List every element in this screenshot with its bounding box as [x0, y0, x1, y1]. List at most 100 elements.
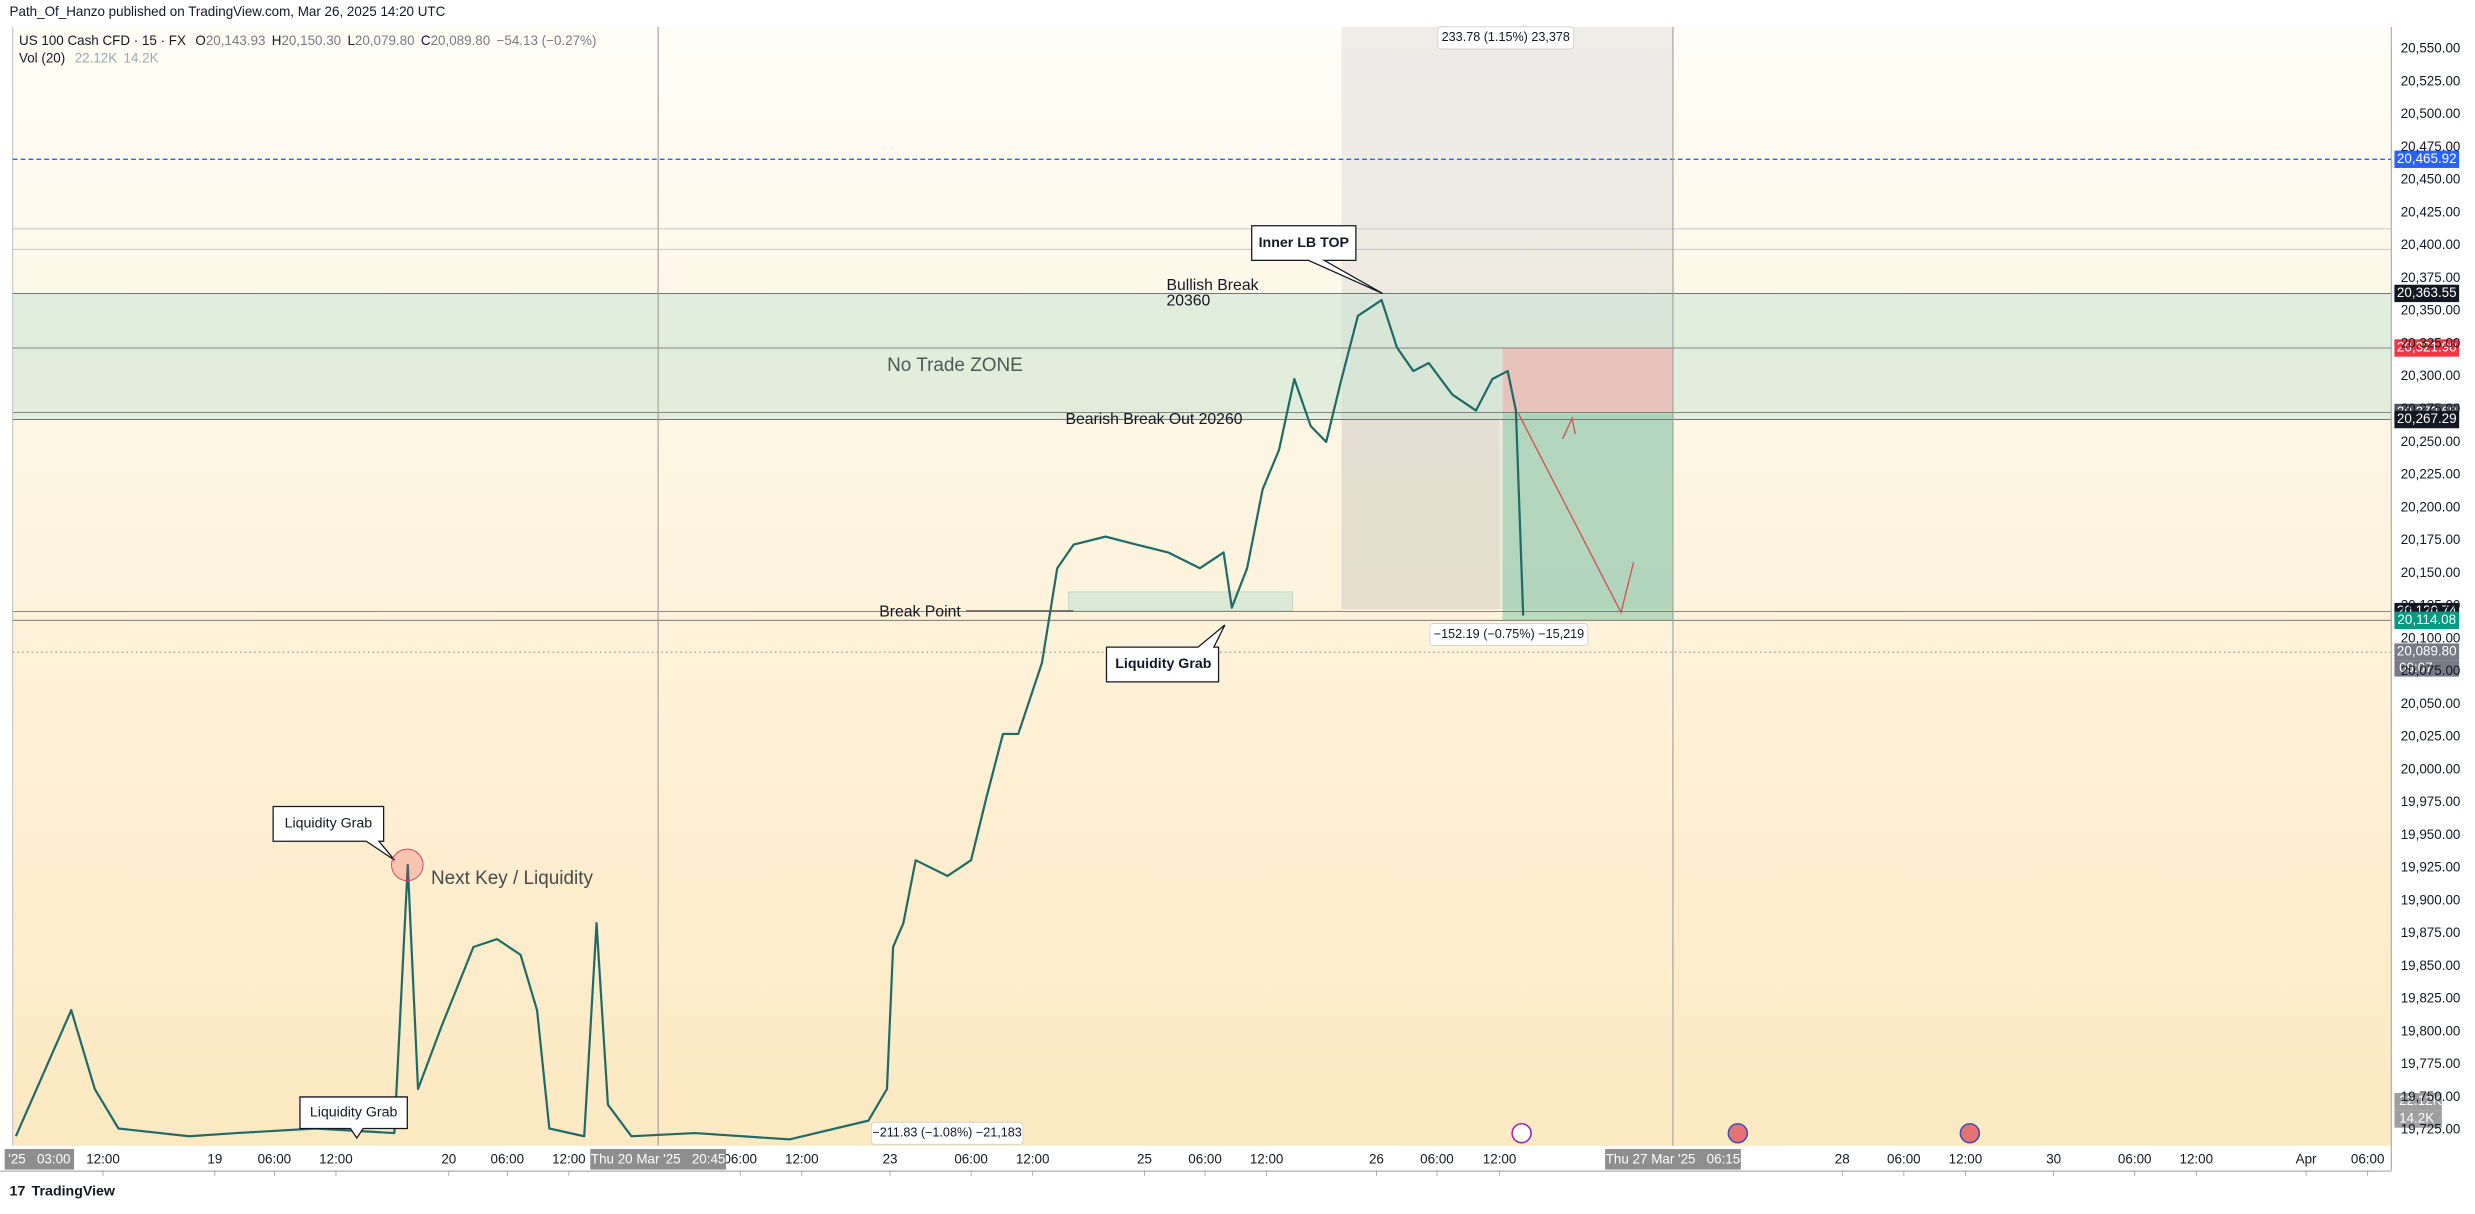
y-tick-label: 20,175.00	[2401, 532, 2461, 547]
x-tick-label: 12:00	[1250, 1152, 1284, 1167]
price-label-box	[2394, 150, 2460, 168]
callout	[1251, 225, 1384, 295]
marker-label: Thu 27 Mar '25 06:15	[1606, 1152, 1740, 1167]
y-tick-label: 20,025.00	[2401, 729, 2461, 744]
price-label: 20,089.80	[2397, 644, 2457, 659]
footer-logo: TradingView	[32, 1183, 116, 1199]
x-tick-label: 23	[883, 1152, 898, 1167]
y-tick-label: 19,875.00	[2401, 925, 2461, 940]
price-label: 20,267.29	[2397, 411, 2457, 426]
y-tick-label: 20,525.00	[2401, 73, 2461, 88]
y-tick-label: 20,375.00	[2401, 270, 2461, 285]
footer-bg	[0, 1171, 2475, 1209]
callout	[272, 805, 396, 861]
measure-box	[870, 1121, 1024, 1145]
low: 20,079.80	[355, 33, 415, 48]
marker-box	[4, 1149, 75, 1170]
x-tick-label: 12:00	[552, 1152, 586, 1167]
y-tick-label: 20,400.00	[2401, 237, 2461, 252]
vol-label: 14.2K	[2399, 1111, 2434, 1126]
logo-mark: 17	[10, 1183, 26, 1199]
price-label: 20,114.08	[2397, 612, 2456, 627]
x-tick-label: Apr	[2296, 1152, 2317, 1167]
x-tick-label: 06:00	[1420, 1152, 1454, 1167]
y-tick-label: 20,200.00	[2401, 499, 2461, 514]
y-tick-label: 19,800.00	[2401, 1023, 2461, 1038]
next-key: Next Key / Liquidity	[431, 868, 594, 889]
x-tick-label: 06:00	[723, 1152, 757, 1167]
range-box	[1341, 413, 1500, 610]
x-tick-label: 06:00	[2351, 1152, 2385, 1167]
y-tick-label: 20,050.00	[2401, 696, 2461, 711]
x-tick-label: 06:00	[1887, 1152, 1921, 1167]
callout	[299, 1096, 408, 1140]
vol-label-box	[2394, 1110, 2442, 1128]
x-tick-label: 12:00	[319, 1152, 353, 1167]
y-tick-label: 19,750.00	[2401, 1089, 2461, 1104]
countdown: 09:07	[2399, 660, 2433, 675]
price-label: 20,363.55	[2397, 285, 2457, 300]
y-tick-label: 19,850.00	[2401, 958, 2461, 973]
liquidity-grab: Liquidity Grab	[310, 1104, 398, 1120]
h: H	[272, 33, 282, 48]
y-tick-label: 20,450.00	[2401, 172, 2461, 187]
x-tick-label: 30	[2046, 1152, 2061, 1167]
event-icon[interactable]	[1511, 1122, 1532, 1144]
price-label-box	[2394, 339, 2460, 357]
y-tick-label: 20,550.00	[2401, 41, 2461, 56]
target-zone	[1502, 412, 1674, 621]
countdown-box	[2394, 660, 2460, 677]
price-label: 20,321.90	[2397, 340, 2457, 355]
y-tick-label: 20,100.00	[2401, 630, 2461, 645]
x-tick-label: 28	[1835, 1152, 1850, 1167]
l: L	[347, 33, 355, 48]
measure-box	[1429, 623, 1589, 646]
flag-icon[interactable]	[1959, 1122, 1981, 1144]
vol-value: 14.2K	[124, 50, 159, 65]
y-tick-label: 19,925.00	[2401, 860, 2461, 875]
liquidity-circle	[391, 848, 424, 882]
y-tick-label: 20,350.00	[2401, 303, 2461, 318]
measure: −211.83 (−1.08%) −21,183	[872, 1126, 1021, 1140]
x-tick-label: 12:00	[1016, 1152, 1050, 1167]
y-tick-label: 20,000.00	[2401, 761, 2461, 776]
y-tick-label: 20,125.00	[2401, 598, 2461, 613]
x-tick-label: 19	[207, 1152, 222, 1167]
bullish-break: Bullish Break	[1166, 277, 1258, 294]
bearish-label: Bearish Break Out 20260	[1065, 411, 1242, 428]
callout	[1105, 624, 1226, 683]
price-label-box	[2394, 284, 2460, 303]
measure: −152.19 (−0.75%) −15,219	[1434, 627, 1584, 641]
publisher: Path_Of_Hanzo published on TradingView.c…	[10, 4, 446, 19]
vol-legend: Vol (20) 22.12K 14.2K	[19, 50, 159, 65]
no-trade-zone	[12, 293, 2392, 420]
price-label-box	[2394, 611, 2460, 629]
x-tick-label: 06:00	[491, 1152, 525, 1167]
x-tick-label: 12:00	[2180, 1152, 2214, 1167]
y-tick-label: 20,150.00	[2401, 565, 2461, 580]
price-label-box	[2394, 410, 2460, 429]
liquidity-grab: Liquidity Grab	[1115, 656, 1211, 672]
flag-icon[interactable]	[1727, 1122, 1749, 1144]
vol-name: Vol (20)	[19, 50, 65, 65]
change: −54.13 (−0.27%)	[497, 33, 597, 48]
x-tick-label: 12:00	[1949, 1152, 1983, 1167]
y-tick-label: 20,325.00	[2401, 335, 2461, 350]
stop-zone	[1502, 347, 1674, 413]
y-tick-label: 20,475.00	[2401, 139, 2461, 154]
vol-value: 22.12K	[75, 50, 118, 65]
c: C	[421, 33, 431, 48]
projection-arrow	[1517, 413, 1635, 615]
o: O	[195, 33, 205, 48]
x-tick-label: 06:00	[2118, 1152, 2152, 1167]
y-tick-label: 19,725.00	[2401, 1122, 2461, 1137]
y-tick-label: 20,225.00	[2401, 467, 2461, 482]
vol-label: 22.12K	[2399, 1093, 2442, 1108]
y-tick-label: 20,300.00	[2401, 368, 2461, 383]
y-tick-label: 20,500.00	[2401, 106, 2461, 121]
measure: 233.78 (1.15%) 23,378	[1442, 30, 1570, 44]
x-tick-label: 12:00	[785, 1152, 819, 1167]
measure-box	[1437, 26, 1575, 50]
